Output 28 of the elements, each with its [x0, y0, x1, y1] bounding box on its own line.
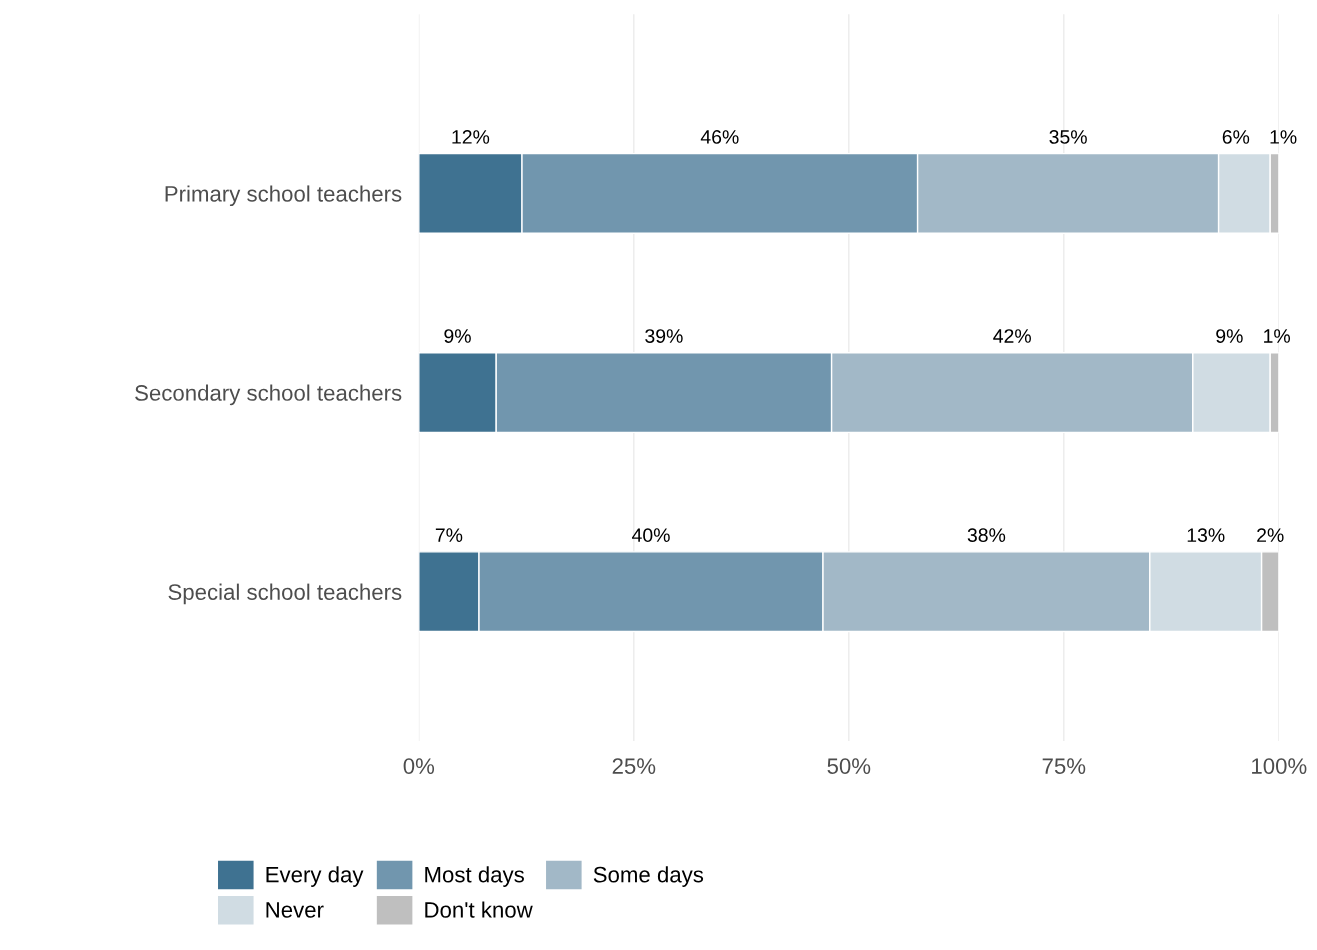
legend-label: Don't know: [425, 901, 533, 918]
data-label: 46%: [700, 130, 739, 144]
x-tick-label: 25%: [612, 758, 656, 774]
data-label: 9%: [444, 329, 471, 343]
data-label: 9%: [1216, 329, 1243, 343]
legend-label: Most days: [425, 866, 524, 887]
data-label: 35%: [1049, 130, 1087, 144]
x-tick-label: 50%: [827, 758, 871, 774]
x-tick-label: 0%: [403, 758, 435, 774]
data-label: 1%: [1264, 329, 1291, 343]
y-tick-label: Primary school teachers: [165, 185, 402, 207]
data-label: 12%: [452, 130, 490, 144]
data-label: 7%: [435, 528, 463, 542]
data-label: 40%: [631, 528, 670, 543]
data-label: 1%: [1270, 130, 1297, 144]
x-tick-label: 75%: [1042, 758, 1086, 774]
data-label: 6%: [1222, 130, 1250, 144]
y-tick-label: Special school teachers: [168, 583, 402, 605]
data-label: 2%: [1257, 528, 1284, 542]
data-label: 42%: [993, 329, 1031, 343]
legend-label: Some days: [593, 866, 704, 887]
data-label: 39%: [645, 329, 683, 343]
y-tick-label: Secondary school teachers: [135, 384, 402, 406]
legend-label: Every day: [266, 866, 364, 887]
legend-label: Never: [266, 902, 324, 918]
data-label: 38%: [967, 528, 1006, 543]
x-tick-label: 100%: [1252, 758, 1307, 774]
data-label: 13%: [1187, 528, 1225, 543]
